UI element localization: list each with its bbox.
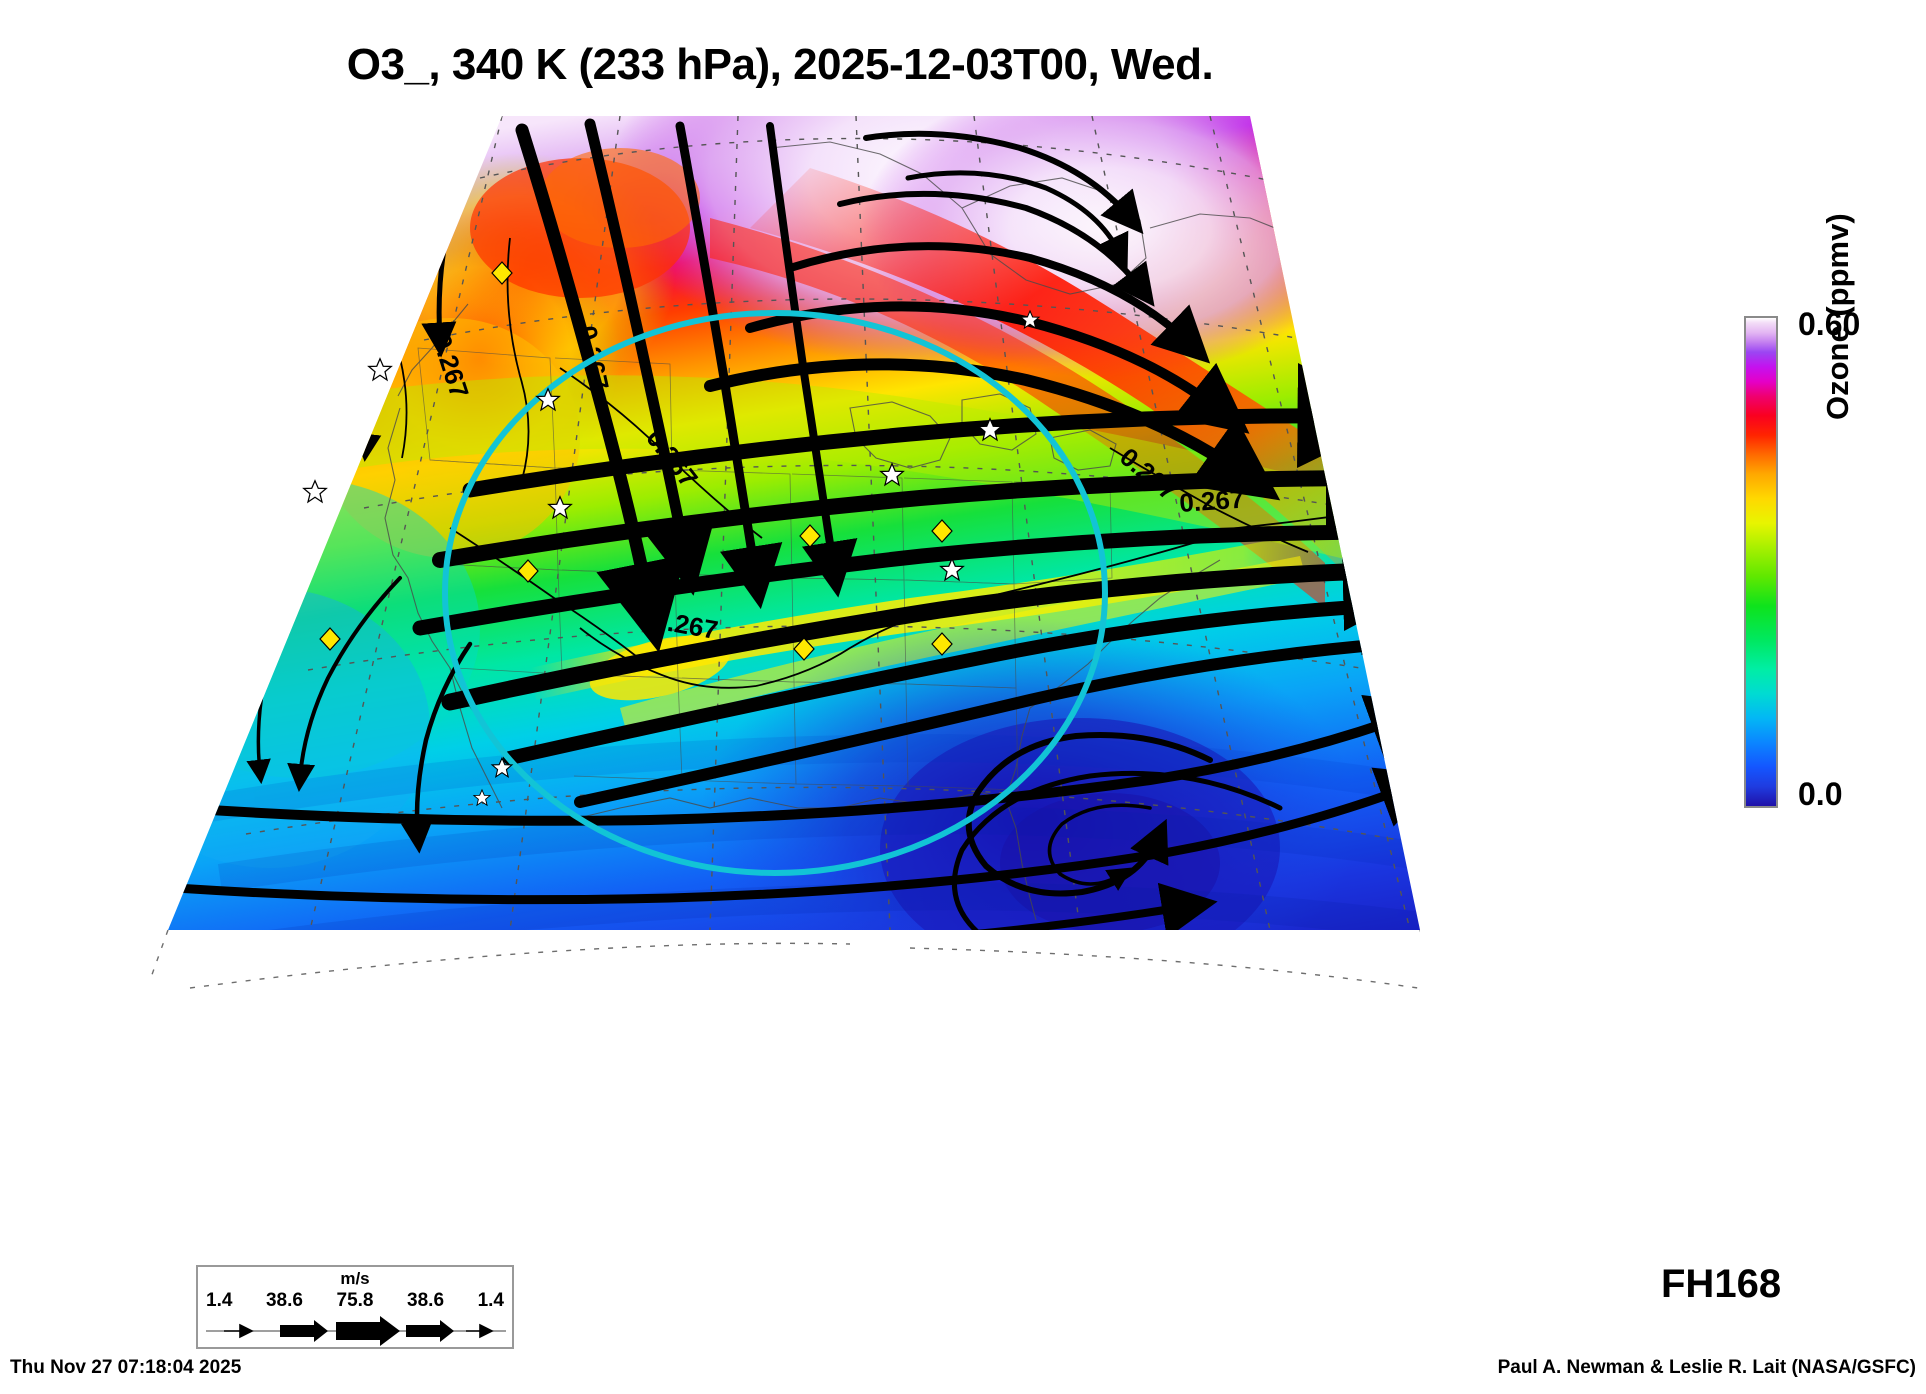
author-credit: Paul A. Newman & Leslie R. Lait (NASA/GS…	[1497, 1357, 1916, 1378]
graticule-outer	[150, 929, 1420, 989]
wind-tick: 38.6	[265, 1290, 303, 1311]
wind-tick: 1.4	[206, 1290, 233, 1311]
ozone-map-svg: 0.267 0.267 0.267 0.267 0.267 0.267	[150, 116, 1420, 989]
site-marker-star	[302, 479, 328, 504]
colorbar	[1744, 316, 1778, 808]
site-marker-diamond	[799, 524, 821, 548]
wind-tick: 75.8	[336, 1290, 374, 1311]
site-marker-star	[879, 462, 905, 487]
wind-tick-labels: 1.4 38.6 75.8 38.6 1.4	[198, 1290, 512, 1312]
colorbar-min-label: 0.0	[1798, 776, 1843, 812]
site-marker-diamond	[319, 627, 341, 651]
wind-tick: 1.4	[477, 1290, 504, 1311]
site-marker-diamond	[491, 261, 513, 285]
page-title: O3_, 340 K (233 hPa), 2025-12-03T00, Wed…	[346, 40, 1214, 89]
site-marker-diamond	[517, 559, 539, 583]
site-marker-diamond	[793, 637, 815, 661]
site-marker-star-group	[302, 309, 1041, 807]
colorbar-gradient	[1744, 316, 1778, 808]
site-marker-star	[939, 557, 965, 582]
site-marker-diamond	[931, 632, 953, 656]
site-marker-diamond	[931, 519, 953, 543]
wind-units-label: m/s	[340, 1269, 370, 1288]
colorbar-max-label: 0.60	[1798, 306, 1861, 342]
range-circle-overlay	[442, 310, 1108, 876]
wind-streamlines	[171, 118, 1420, 930]
site-marker-star	[977, 417, 1003, 442]
colorbar-axis-title: Ozone (ppmv)	[1820, 213, 1855, 420]
wind-speed-legend: m/s 1.4 38.6 75.8 38.6 1.4	[196, 1265, 514, 1349]
wind-tick: 38.6	[407, 1290, 445, 1311]
forecast-hour-label: FH168	[1661, 1262, 1782, 1306]
site-marker-star	[535, 387, 561, 412]
site-marker-star	[490, 756, 514, 779]
map-panel[interactable]: 0.267 0.267 0.267 0.267 0.267 0.267	[150, 108, 1420, 1020]
generation-timestamp: Thu Nov 27 07:18:04 2025	[10, 1357, 242, 1378]
wind-arrow-scale-icon	[206, 1316, 506, 1346]
site-marker-star	[472, 788, 492, 807]
site-marker-star	[1019, 309, 1041, 330]
site-marker-star	[547, 495, 573, 520]
site-marker-star	[367, 357, 393, 382]
site-marker-diamond-group	[319, 261, 953, 661]
